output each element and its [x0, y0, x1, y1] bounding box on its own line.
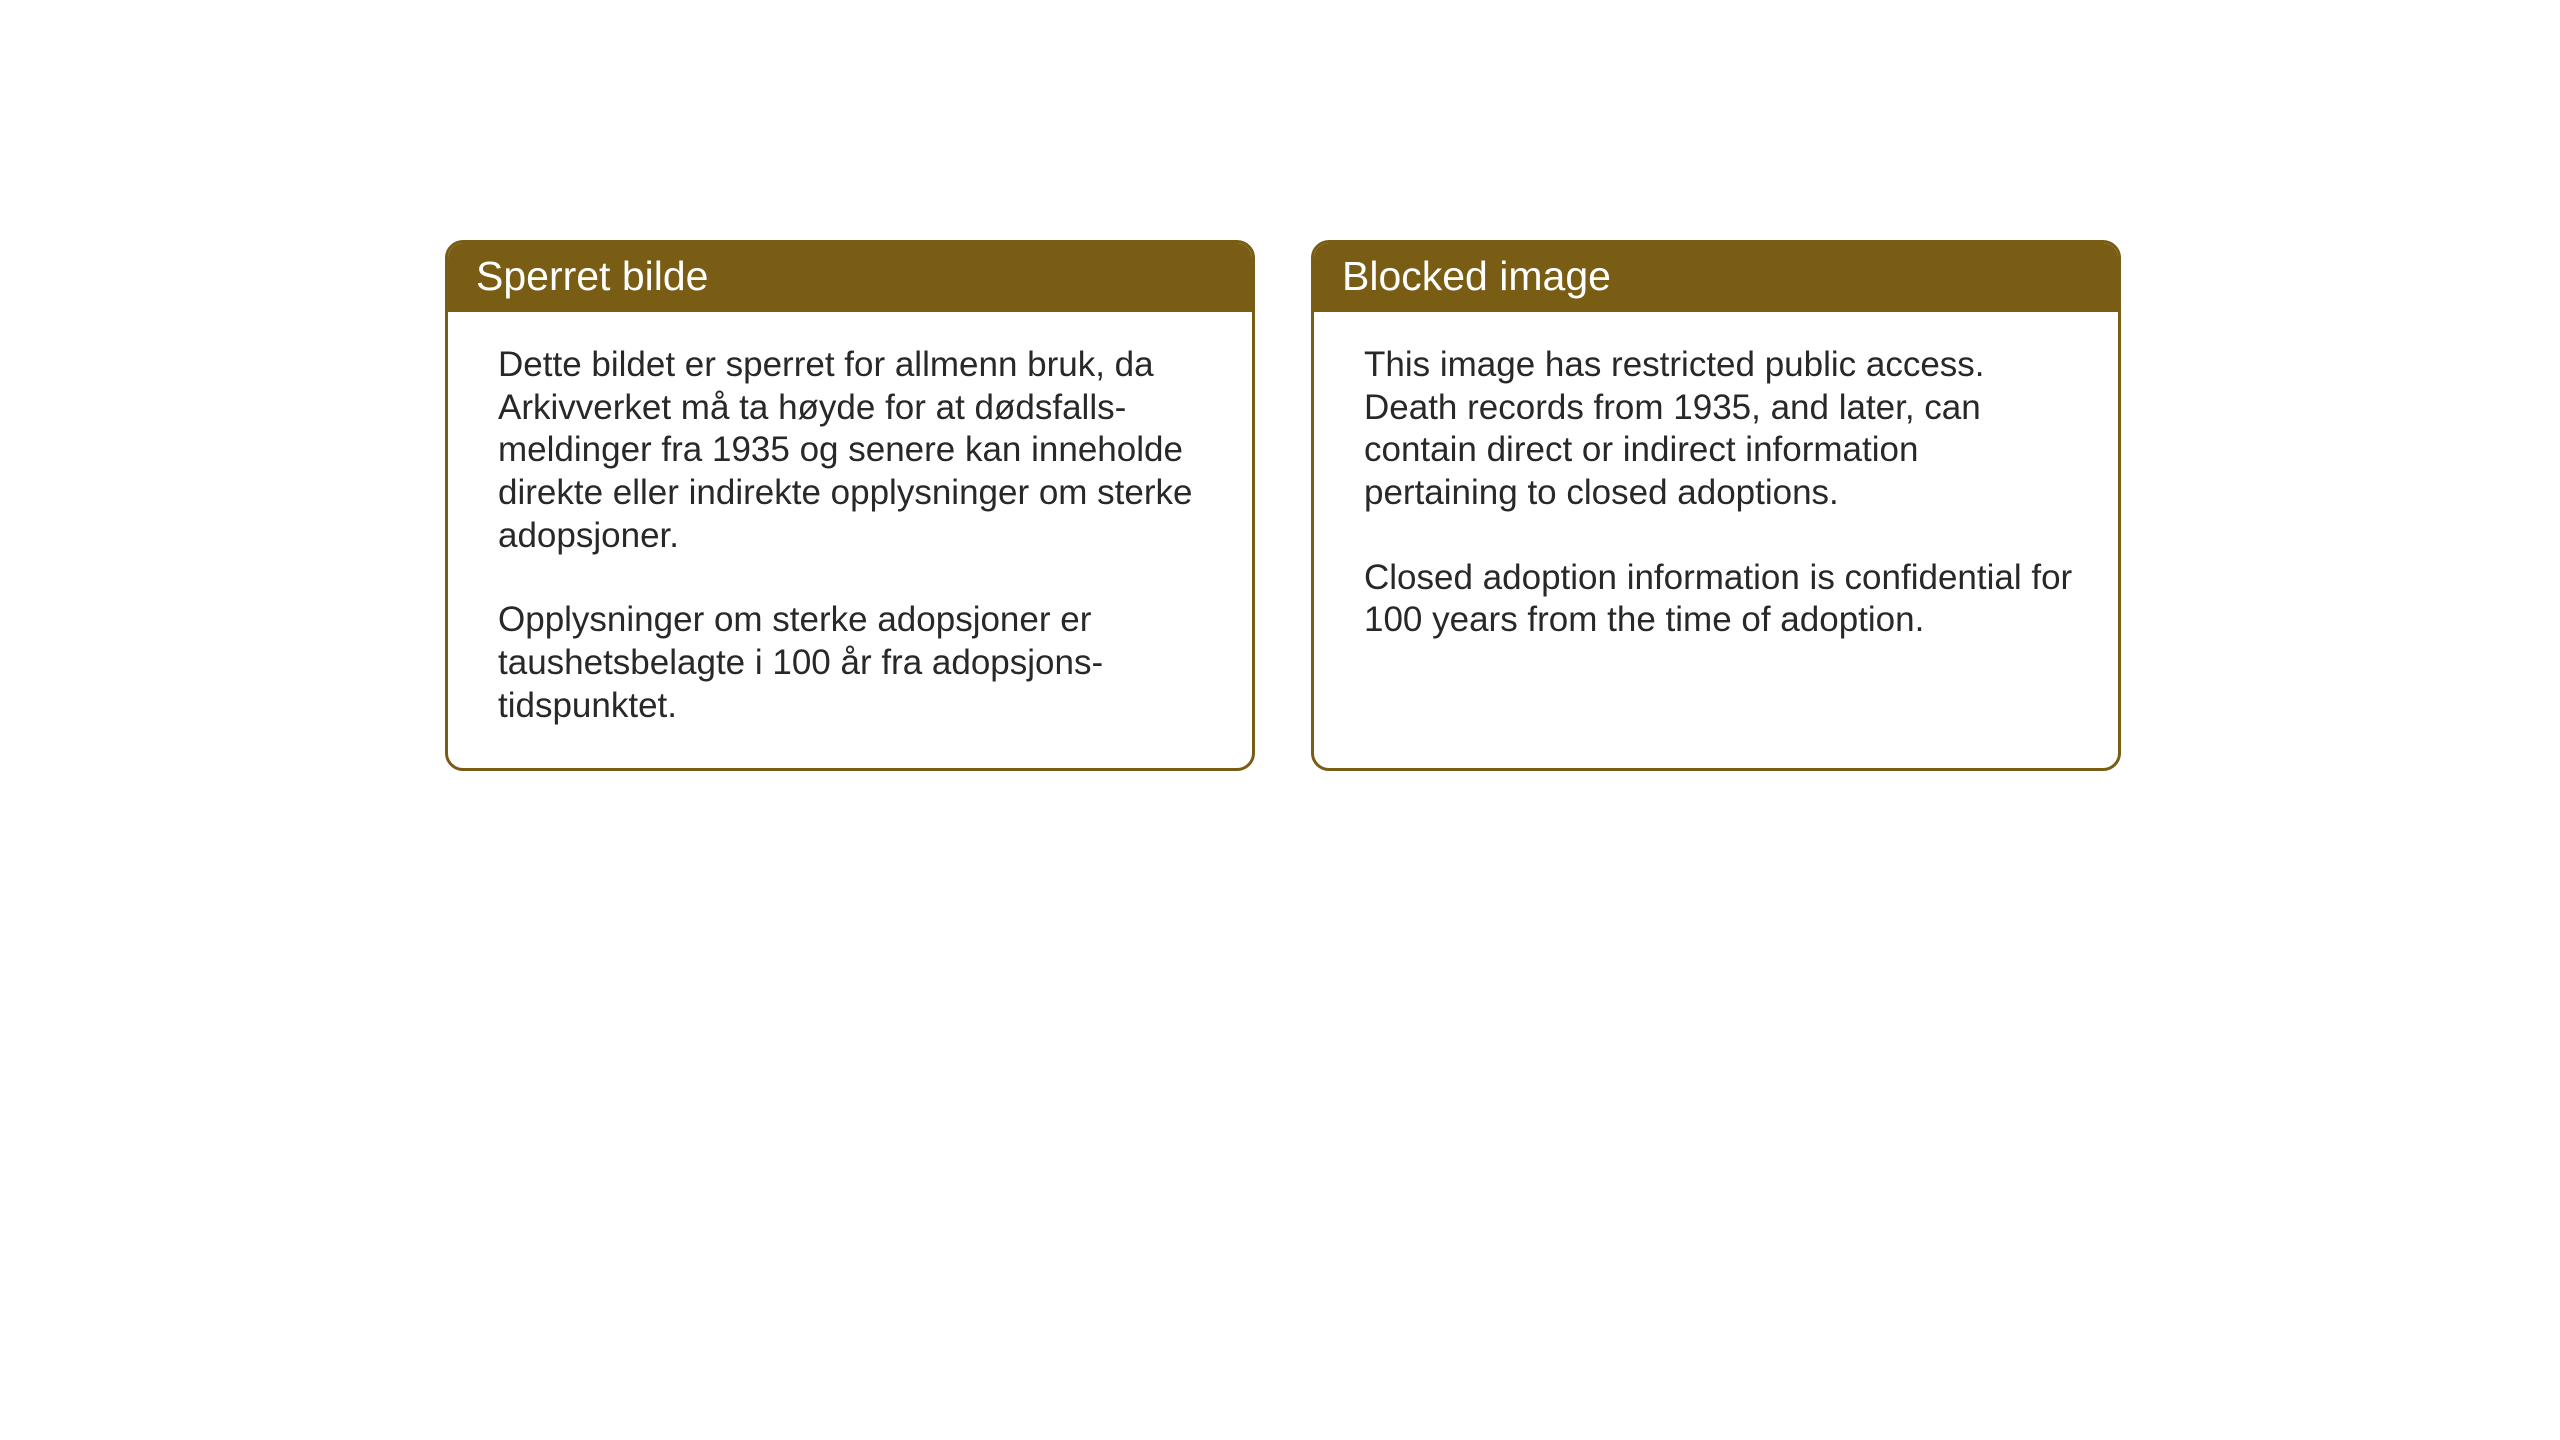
card-paragraph-norwegian-1: Dette bildet er sperret for allmenn bruk…	[498, 344, 1210, 557]
card-body-english: This image has restricted public access.…	[1314, 312, 2118, 682]
card-header-norwegian: Sperret bilde	[448, 243, 1252, 312]
card-paragraph-english-1: This image has restricted public access.…	[1364, 344, 2076, 515]
notice-cards-container: Sperret bilde Dette bildet er sperret fo…	[445, 240, 2121, 771]
card-paragraph-norwegian-2: Opplysninger om sterke adopsjoner er tau…	[498, 599, 1210, 727]
card-body-norwegian: Dette bildet er sperret for allmenn bruk…	[448, 312, 1252, 768]
notice-card-norwegian: Sperret bilde Dette bildet er sperret fo…	[445, 240, 1255, 771]
card-paragraph-english-2: Closed adoption information is confident…	[1364, 557, 2076, 642]
card-title-english: Blocked image	[1342, 253, 1611, 299]
card-header-english: Blocked image	[1314, 243, 2118, 312]
card-title-norwegian: Sperret bilde	[476, 253, 708, 299]
notice-card-english: Blocked image This image has restricted …	[1311, 240, 2121, 771]
